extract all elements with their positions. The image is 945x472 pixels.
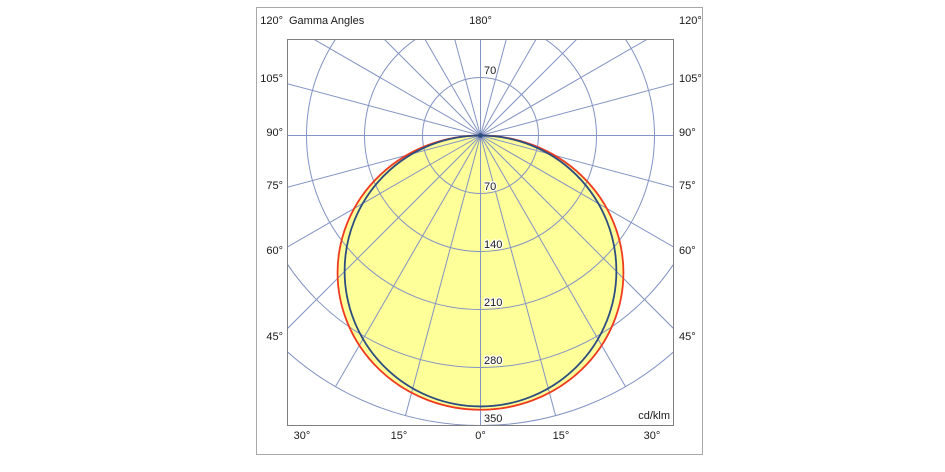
gamma-angle-ray — [480, 135, 674, 188]
gamma-angle-ray — [480, 39, 648, 136]
gamma-label-bottom: 15° — [391, 430, 408, 442]
gamma-label-left: 75° — [266, 180, 283, 192]
gamma-label-bottom: 30° — [644, 430, 661, 442]
gamma-angle-ray — [383, 39, 481, 136]
gamma-angle-ray — [313, 39, 481, 136]
gamma-angle-ray — [287, 135, 481, 330]
gamma-angle-ray — [480, 83, 674, 136]
gamma-angle-ray — [424, 39, 481, 136]
top-axis-label: 180° — [469, 15, 492, 27]
gamma-angle-ray — [480, 39, 537, 136]
gamma-angle-ray — [480, 39, 507, 136]
gamma-label-left: 60° — [266, 245, 283, 257]
gamma-label-left: 120° — [260, 15, 283, 27]
gamma-label-bottom: 15° — [553, 430, 570, 442]
gamma-angle-ray — [480, 39, 578, 136]
gamma-angle-ray — [287, 135, 481, 188]
axis-label-layer: 70 70 140 210 280 350 120° 120° 105° 105° 90° 90° 75… — [260, 15, 702, 442]
radius-tick-label: 210 — [484, 297, 502, 309]
gamma-angle-ray — [480, 135, 557, 416]
unit-label: cd/klm — [638, 410, 670, 422]
gamma-angle-ray — [404, 135, 481, 416]
gamma-label-right: 120° — [679, 15, 702, 27]
radius-tick-label-upper: 70 — [484, 65, 496, 77]
gamma-angle-ray — [454, 39, 481, 136]
pole-dot — [478, 133, 483, 138]
radius-tick-label: 350 — [484, 413, 502, 425]
gamma-label-right: 105° — [679, 73, 702, 85]
gamma-label-right: 75° — [679, 180, 696, 192]
radius-tick-label: 280 — [484, 355, 502, 367]
chart-title: Gamma Angles — [289, 15, 365, 27]
gamma-label-left: 45° — [266, 331, 283, 343]
gamma-label-right: 90° — [679, 127, 696, 139]
radius-tick-label: 70 — [484, 181, 496, 193]
gamma-label-bottom: 0° — [475, 430, 486, 442]
radius-tick-label: 140 — [484, 239, 502, 251]
plot-border — [287, 39, 674, 426]
gamma-label-bottom: 30° — [294, 430, 311, 442]
gamma-angle-ray — [480, 135, 674, 330]
gamma-label-left: 90° — [266, 127, 283, 139]
gamma-label-left: 105° — [260, 73, 283, 85]
polar-grid-layer — [287, 39, 674, 426]
gamma-label-right: 45° — [679, 331, 696, 343]
gamma-label-right: 60° — [679, 245, 696, 257]
gamma-angle-ray — [287, 83, 481, 136]
